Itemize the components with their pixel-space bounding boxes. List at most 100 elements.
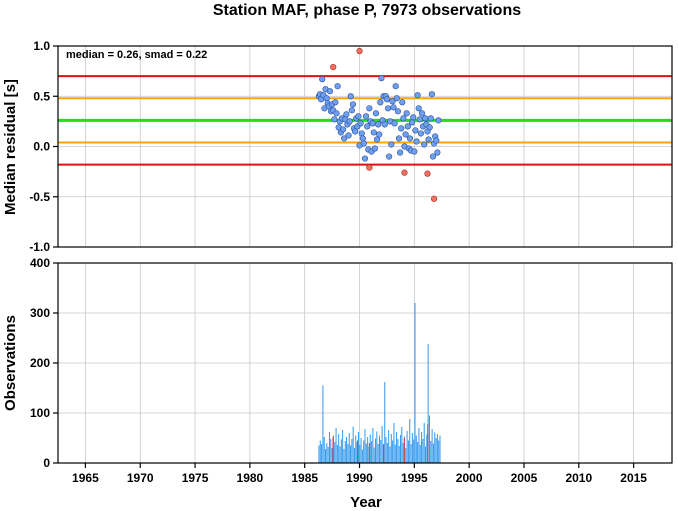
- observation-bar: [369, 434, 371, 463]
- observation-outlier-bar: [383, 444, 385, 463]
- residual-point: [411, 148, 418, 155]
- residual-point: [414, 92, 421, 99]
- observation-bar: [436, 434, 438, 463]
- observation-bar: [414, 303, 416, 463]
- residual-point: [417, 130, 425, 137]
- observation-bar: [439, 435, 441, 463]
- observation-bar: [397, 439, 399, 463]
- residual-point: [362, 113, 370, 120]
- observation-bar: [394, 444, 396, 463]
- observation-bar: [390, 434, 392, 463]
- residual-point: [370, 129, 377, 136]
- y-tick-label: -1.0: [29, 240, 50, 254]
- observation-bar: [343, 449, 345, 463]
- observation-bar: [426, 434, 428, 463]
- residual-point: [412, 127, 419, 134]
- residual-point: [334, 83, 341, 90]
- y-tick-label: 300: [30, 306, 50, 320]
- x-tick-label: 1990: [346, 471, 373, 485]
- observation-bar: [380, 440, 382, 463]
- observation-bar: [336, 445, 338, 463]
- observation-bar: [398, 446, 400, 463]
- residual-point: [404, 123, 411, 130]
- residual-point: [413, 138, 420, 145]
- y-tick-label: 200: [30, 356, 50, 370]
- residual-outlier-point: [366, 164, 373, 171]
- x-tick-label: 1970: [127, 471, 154, 485]
- residual-y-axis-label: Median residual [s]: [2, 79, 19, 215]
- x-tick-label: 2005: [511, 471, 538, 485]
- observation-bar: [323, 437, 325, 463]
- observation-bar: [406, 431, 408, 463]
- observation-bar: [371, 441, 373, 463]
- observation-bar: [410, 444, 412, 463]
- residual-outlier-point: [430, 195, 438, 202]
- residual-point: [415, 105, 422, 112]
- observation-bar: [430, 441, 432, 463]
- residual-point: [378, 75, 385, 82]
- residual-point: [389, 98, 396, 105]
- x-tick-label: 1965: [72, 471, 99, 485]
- residual-outlier-point: [356, 47, 363, 55]
- observation-outlier-bar: [403, 438, 405, 463]
- observation-bar: [357, 432, 359, 463]
- observation-bar: [376, 431, 378, 463]
- observation-bar: [396, 432, 398, 463]
- observation-bar: [363, 440, 365, 463]
- residual-point: [390, 104, 397, 111]
- residual-point: [422, 115, 429, 122]
- observation-bar: [413, 439, 415, 463]
- residual-point: [391, 120, 398, 127]
- residual-panel: -1.0 -0.5 0.0 0.5 1.0 median = 0.26, smad = …: [2, 39, 673, 254]
- observation-bar: [319, 440, 321, 463]
- residual-point: [433, 137, 440, 144]
- observation-bar: [360, 438, 362, 463]
- residual-point: [377, 99, 384, 106]
- residual-point: [396, 149, 404, 156]
- observation-bar: [377, 444, 379, 463]
- residual-point: [400, 115, 407, 122]
- residual-point: [427, 115, 434, 122]
- residual-point: [360, 140, 368, 147]
- observation-bar: [407, 440, 409, 463]
- residual-point: [392, 83, 399, 90]
- residual-point: [399, 99, 406, 106]
- observation-bar: [434, 432, 436, 463]
- y-tick-label: -0.5: [29, 190, 50, 204]
- residual-point: [384, 105, 392, 112]
- observation-bar: [353, 448, 355, 463]
- residual-point: [409, 119, 416, 126]
- residual-point: [366, 105, 373, 112]
- residual-point: [346, 118, 353, 125]
- residual-point: [426, 124, 433, 131]
- observation-bar: [415, 435, 417, 463]
- observation-bar: [386, 443, 388, 463]
- residual-reference-lines: [58, 75, 672, 166]
- residual-point: [343, 111, 350, 118]
- residual-point: [429, 153, 437, 160]
- observation-bar: [355, 435, 357, 463]
- residual-point: [373, 136, 381, 143]
- residual-point: [357, 120, 364, 127]
- observation-bar: [344, 441, 346, 463]
- residual-point: [410, 114, 417, 121]
- x-tick-label: 1980: [237, 471, 264, 485]
- residual-points: [315, 47, 442, 202]
- residual-point: [369, 120, 376, 127]
- observation-bar: [432, 443, 434, 463]
- observation-bar: [373, 447, 375, 463]
- residual-point: [376, 131, 383, 138]
- residual-point: [383, 96, 391, 103]
- x-tick-label: 2015: [620, 471, 647, 485]
- residual-point: [416, 116, 423, 123]
- residual-point: [381, 121, 388, 128]
- residual-point: [394, 108, 401, 115]
- y-tick-label: 400: [30, 256, 50, 270]
- x-tick-label: 1985: [291, 471, 318, 485]
- observation-bar: [419, 445, 421, 463]
- observation-bar: [321, 444, 323, 463]
- residual-point: [319, 76, 326, 83]
- residual-point: [393, 95, 400, 102]
- residual-point: [341, 135, 348, 142]
- residual-point: [434, 149, 441, 156]
